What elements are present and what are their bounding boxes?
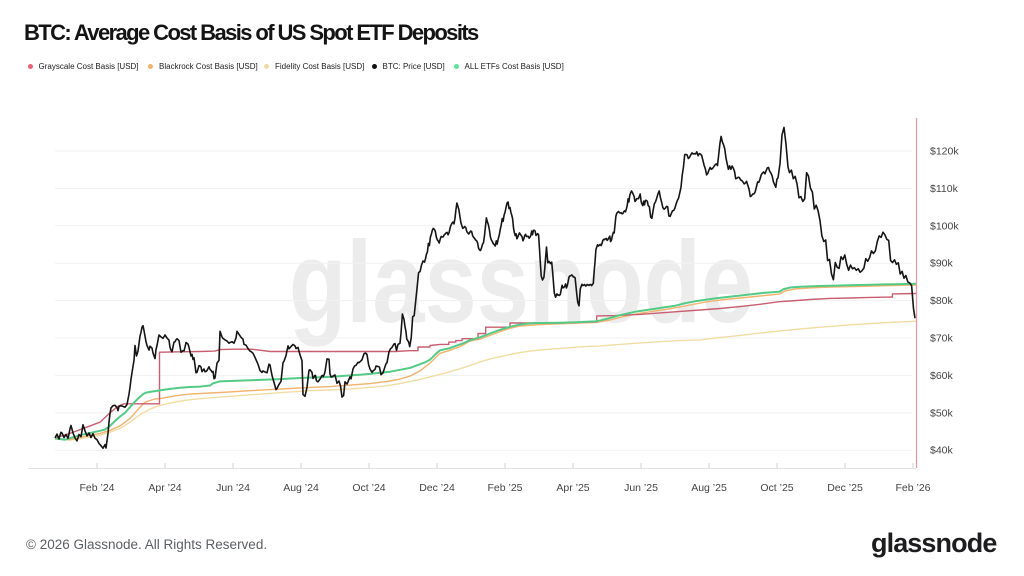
svg-text:Oct ’24: Oct ’24 [352,482,385,494]
svg-text:Oct ’25: Oct ’25 [760,482,793,494]
svg-text:Apr ’24: Apr ’24 [148,482,181,494]
svg-text:$50k: $50k [930,407,954,419]
svg-text:$110k: $110k [930,183,959,195]
svg-text:Aug ’25: Aug ’25 [691,482,727,494]
svg-text:$120k: $120k [930,146,959,158]
svg-text:$40k: $40k [930,445,954,457]
svg-text:Jun ’24: Jun ’24 [216,482,250,494]
svg-text:Feb ’24: Feb ’24 [79,482,114,494]
svg-text:$90k: $90k [930,258,954,270]
svg-text:$80k: $80k [930,295,954,307]
svg-text:Aug ’24: Aug ’24 [283,482,319,494]
svg-text:Feb ’26: Feb ’26 [895,482,930,494]
svg-text:$100k: $100k [930,220,959,232]
svg-text:Dec ’24: Dec ’24 [419,482,455,494]
svg-text:$60k: $60k [930,370,954,382]
svg-text:$70k: $70k [930,333,954,345]
svg-text:Dec ’25: Dec ’25 [827,482,863,494]
svg-text:Apr ’25: Apr ’25 [556,482,589,494]
svg-text:Jun ’25: Jun ’25 [624,482,658,494]
svg-text:Feb ’25: Feb ’25 [487,482,522,494]
